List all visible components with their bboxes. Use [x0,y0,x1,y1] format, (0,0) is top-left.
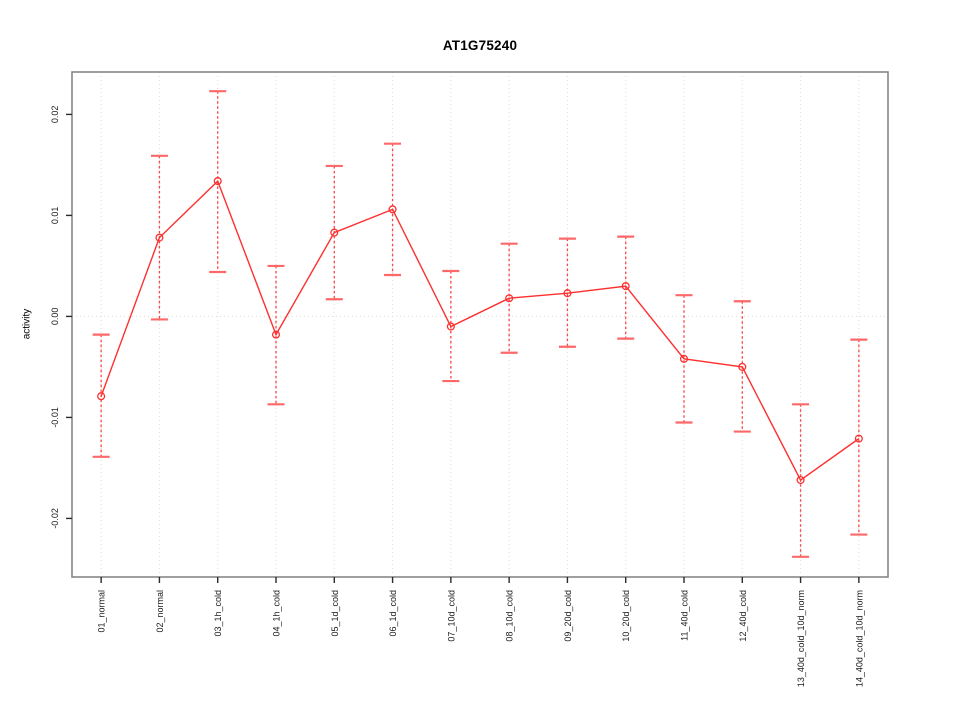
data-point-marker [330,228,339,237]
gridlines [72,72,888,577]
x-category-label: 06_1d_cold [388,590,398,637]
y-axis: -0.02 -0.01 0.00 0.01 0.02 [50,106,72,529]
x-category-label: 13_40d_cold_10d_norm [796,590,806,687]
data-point-marker [738,362,747,371]
data-point-marker [854,434,863,443]
x-category-label: 10_20d_cold [621,590,631,642]
y-tick-label: 0.02 [50,106,60,124]
x-category-label: 12_40d_cold [738,590,748,642]
y-tick-label: 0.00 [50,308,60,326]
x-category-label: 08_10d_cold [505,590,515,642]
x-category-label: 01_normal [97,590,107,633]
data-point-marker [621,282,630,291]
data-point-marker [679,354,689,363]
x-category-label: 07_10d_cold [446,590,456,642]
data-point-marker [155,233,164,242]
y-tick-label: 0.01 [50,207,60,225]
x-axis: 01_normal 02_normal 03_1h_cold 04_1h_cold 05… [97,577,864,687]
x-category-label: 09_20d_cold [563,590,573,642]
data-point-marker [446,322,455,331]
y-tick-label: -0.02 [50,508,60,529]
chart-title: AT1G75240 [442,38,518,53]
data-points [97,177,863,485]
x-category-label: 05_1d_cold [330,590,340,637]
data-point-marker [271,330,281,339]
x-category-label: 02_normal [155,590,165,633]
error-bars [92,90,868,558]
plot-frame [71,71,889,578]
data-point-marker [563,289,572,298]
x-category-label: 04_1h_cold [272,590,282,637]
data-point-marker [505,294,514,303]
data-point-marker [97,392,106,401]
data-point-marker [388,205,397,214]
x-category-label: 11_40d_cold [680,590,690,641]
x-category-label: 14_40d_cold_10d_norm [854,590,864,687]
series-line [100,179,860,482]
x-category-label: 03_1h_cold [213,590,223,637]
data-point-marker [796,475,805,485]
y-tick-label: -0.01 [50,407,60,428]
data-point-marker [213,177,222,186]
